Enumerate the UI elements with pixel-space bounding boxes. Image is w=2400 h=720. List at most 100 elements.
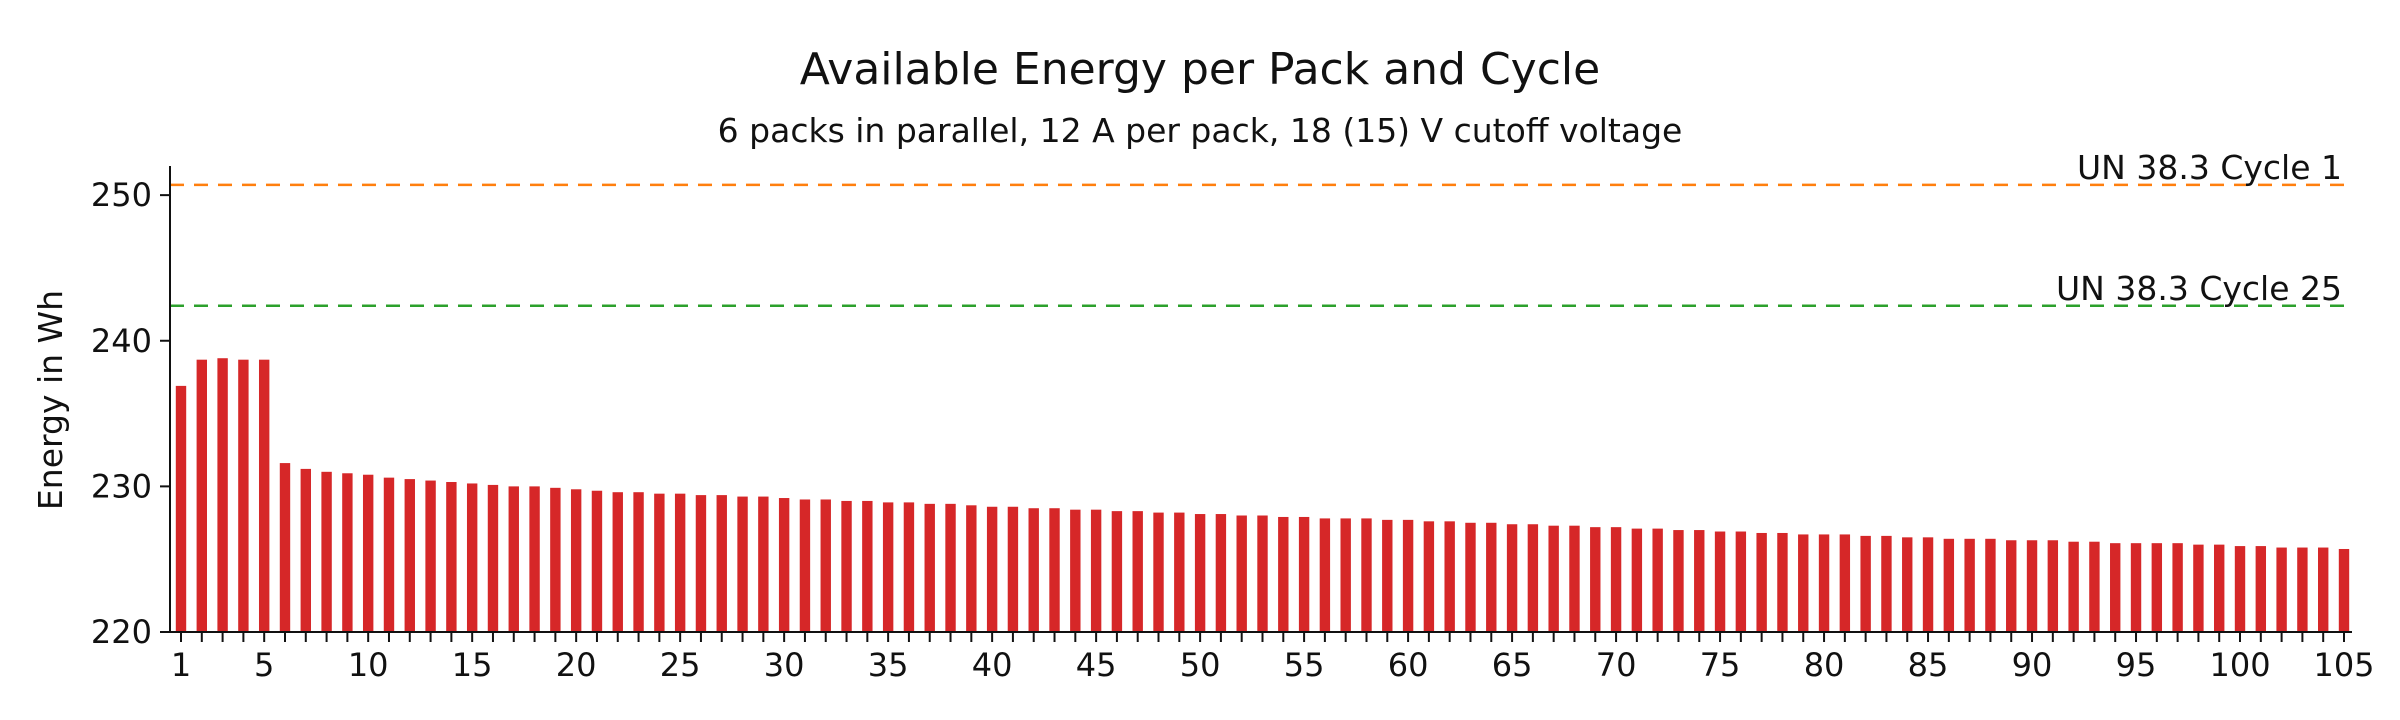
bar-cycle-2 xyxy=(196,359,207,632)
bar-cycle-49 xyxy=(1174,512,1185,632)
bar-cycle-28 xyxy=(737,496,748,632)
bar-cycle-43 xyxy=(1049,508,1060,632)
bar-cycle-71 xyxy=(1631,528,1643,632)
bar-cycle-62 xyxy=(1444,521,1455,632)
bar-cycle-104 xyxy=(2318,547,2329,632)
y-ticks: 220 230 240 250 xyxy=(91,176,170,651)
bar-cycle-98 xyxy=(2193,544,2204,633)
bar-cycle-45 xyxy=(1090,509,1102,632)
bar-cycle-75 xyxy=(1714,531,1726,632)
bar-cycle-1 xyxy=(175,385,187,632)
bar-cycle-105 xyxy=(2338,548,2350,632)
bar-cycle-24 xyxy=(654,493,665,632)
x-tick-label: 35 xyxy=(868,646,909,684)
x-tick-label: 25 xyxy=(660,646,701,684)
x-tick-label: 10 xyxy=(348,646,389,684)
bar-cycle-70 xyxy=(1610,527,1622,632)
x-tick-label: 95 xyxy=(2116,646,2157,684)
bar-cycle-69 xyxy=(1590,527,1601,632)
bar-cycle-73 xyxy=(1673,530,1684,632)
bar-cycle-9 xyxy=(342,473,353,632)
bar-cycle-34 xyxy=(862,500,873,632)
reference-line-label-2: UN 38.3 Cycle 25 xyxy=(2056,269,2342,308)
bar-cycle-82 xyxy=(1860,535,1871,632)
bar-cycle-80 xyxy=(1818,534,1830,632)
bar-cycle-18 xyxy=(529,486,540,633)
bar-cycle-81 xyxy=(1839,534,1851,632)
bar-cycle-35 xyxy=(882,502,894,632)
x-tick-label: 60 xyxy=(1388,646,1429,684)
bar-cycle-85 xyxy=(1922,537,1934,632)
bar-cycle-26 xyxy=(695,495,707,632)
bar-cycle-27 xyxy=(716,495,727,632)
bar-cycle-52 xyxy=(1236,515,1247,632)
chart-title: Available Energy per Pack and Cycle xyxy=(800,44,1600,95)
bar-cycle-4 xyxy=(238,359,249,632)
bar-cycle-87 xyxy=(1964,538,1975,632)
bar-cycle-101 xyxy=(2255,546,2267,632)
bar-cycle-94 xyxy=(2110,543,2121,632)
bar-cycle-84 xyxy=(1902,537,1913,632)
x-tick-label: 15 xyxy=(452,646,493,684)
bar-cycle-14 xyxy=(446,482,457,632)
bar-cycle-8 xyxy=(321,471,332,632)
bar-cycle-29 xyxy=(758,496,769,632)
bar-cycle-17 xyxy=(508,486,519,633)
x-tick-label: 50 xyxy=(1180,646,1221,684)
bar-cycle-46 xyxy=(1111,511,1123,632)
x-tick-label: 1 xyxy=(171,646,191,684)
bar-cycle-68 xyxy=(1569,525,1580,632)
bar-cycle-31 xyxy=(799,499,811,632)
bar-cycle-20 xyxy=(570,489,582,632)
bar-cycle-63 xyxy=(1465,522,1476,632)
x-tick-label: 20 xyxy=(556,646,597,684)
bar-cycle-21 xyxy=(591,490,603,632)
bar-cycle-60 xyxy=(1402,519,1414,632)
x-tick-label: 5 xyxy=(254,646,274,684)
bar-cycle-72 xyxy=(1652,528,1663,632)
bar-cycle-99 xyxy=(2214,544,2225,633)
x-tick-label: 70 xyxy=(1596,646,1637,684)
y-tick-label: 220 xyxy=(91,613,152,651)
bar-cycle-44 xyxy=(1070,509,1081,632)
bar-cycle-74 xyxy=(1694,530,1705,632)
bar-cycle-64 xyxy=(1486,522,1497,632)
bar-cycle-61 xyxy=(1423,521,1435,632)
bar-cycle-56 xyxy=(1319,518,1331,632)
bar-cycle-48 xyxy=(1153,512,1164,632)
bar-cycle-25 xyxy=(674,493,686,632)
x-tick-label: 75 xyxy=(1700,646,1741,684)
bar-cycle-55 xyxy=(1298,516,1310,632)
bar-cycle-57 xyxy=(1340,518,1351,632)
bar-cycle-79 xyxy=(1798,534,1809,632)
y-axis-label: Energy in Wh xyxy=(31,290,70,510)
bar-cycle-40 xyxy=(986,506,998,632)
x-tick-label: 80 xyxy=(1804,646,1845,684)
y-tick-label: 230 xyxy=(91,467,152,505)
bar-cycle-42 xyxy=(1028,508,1039,632)
bar-cycle-51 xyxy=(1215,514,1227,632)
reference-line-label-1: UN 38.3 Cycle 1 xyxy=(2077,148,2342,187)
bar-cycle-89 xyxy=(2006,540,2017,632)
bar-cycle-5 xyxy=(258,359,270,632)
y-tick-label: 250 xyxy=(91,176,152,214)
bar-cycle-91 xyxy=(2047,540,2059,632)
bar-cycle-12 xyxy=(404,479,415,632)
bar-cycle-54 xyxy=(1278,516,1289,632)
bar-cycle-41 xyxy=(1007,506,1019,632)
y-tick-label: 240 xyxy=(91,322,152,360)
bar-cycle-53 xyxy=(1257,515,1268,632)
x-tick-label: 30 xyxy=(764,646,805,684)
x-tick-label: 40 xyxy=(972,646,1013,684)
bar-cycle-77 xyxy=(1756,532,1767,632)
bar-cycle-76 xyxy=(1735,531,1747,632)
bar-cycle-58 xyxy=(1361,518,1372,632)
bar-cycle-93 xyxy=(2089,541,2100,632)
bar-cycle-11 xyxy=(383,477,395,632)
chart-subtitle: 6 packs in parallel, 12 A per pack, 18 (… xyxy=(718,111,1683,150)
bar-cycle-23 xyxy=(633,492,644,632)
bar-cycle-30 xyxy=(778,498,790,632)
x-tick-label: 45 xyxy=(1076,646,1117,684)
x-tick-label: 65 xyxy=(1492,646,1533,684)
